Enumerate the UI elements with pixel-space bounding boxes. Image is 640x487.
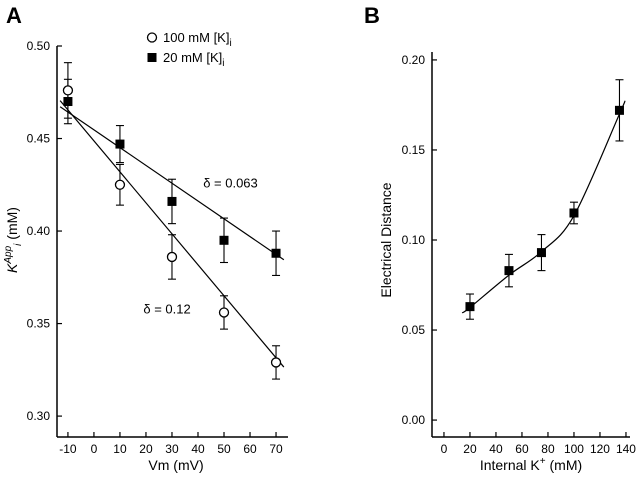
y-tick-label: 0.10	[402, 233, 426, 247]
legend-marker-open-circle	[146, 32, 158, 43]
x-axis-label: Internal K+ (mM)	[480, 456, 582, 473]
data-point-open-circle	[166, 251, 178, 263]
x-tick-label: 0	[91, 442, 98, 456]
x-tick-label: 80	[541, 442, 555, 456]
data-point-open-circle	[114, 179, 126, 190]
y-tick-label: 0.40	[27, 224, 51, 238]
legend-marker-filled-square	[147, 53, 157, 62]
data-point-filled-square	[504, 266, 514, 276]
x-tick-label: 40	[489, 442, 503, 456]
fit-curve	[461, 100, 626, 314]
data-point-filled-square	[569, 208, 579, 218]
fit-line	[59, 100, 285, 368]
x-tick-label: 30	[165, 442, 179, 456]
y-axis-label: KAppi (mM)	[3, 207, 24, 273]
x-tick-label: 0	[441, 442, 448, 456]
y-tick-label: 0.15	[402, 143, 426, 157]
data-point-filled-square	[115, 139, 125, 149]
legend-label: 100 mM [K]i	[163, 30, 232, 49]
data-point-filled-square	[63, 97, 73, 107]
x-axis-label: Vm (mV)	[148, 457, 203, 473]
data-point-filled-square	[465, 302, 475, 312]
data-point-filled-square	[536, 248, 546, 258]
y-tick-label: 0.50	[27, 39, 51, 53]
data-point-filled-square	[614, 105, 624, 115]
x-tick-label: 60	[243, 442, 257, 456]
legend-label: 20 mM [K]i	[163, 50, 224, 69]
x-tick-label: 70	[269, 442, 283, 456]
y-axis-label: Electrical Distance	[378, 182, 394, 297]
x-tick-label: 40	[191, 442, 205, 456]
y-tick-label: 0.20	[402, 53, 426, 67]
x-tick-label: 100	[564, 442, 584, 456]
data-point-filled-square	[219, 235, 229, 245]
panel-A: -10 0 10 20 30 40 50 60 70 0.30 0.35 0.40 0.45 0.50 Vm…	[3, 30, 288, 473]
delta-annotation: δ = 0.063	[203, 176, 258, 191]
y-tick-label: 0.00	[402, 413, 426, 427]
data-point-filled-square	[167, 196, 177, 206]
data-point-open-circle	[62, 85, 74, 96]
x-tick-label: 60	[515, 442, 529, 456]
y-tick-label: 0.45	[27, 132, 51, 146]
panel-a-label: A	[6, 3, 22, 28]
x-tick-label: 120	[590, 442, 610, 456]
panel-B: 0 20 40 60 80 100 120 140 0.00 0.05 0.10 0.15 0.20 In…	[378, 52, 636, 473]
data-point-open-circle	[218, 307, 230, 318]
y-tick-label: 0.05	[402, 323, 426, 337]
x-tick-label: 140	[616, 442, 636, 456]
panel-b-label: B	[364, 3, 380, 28]
data-point-open-circle	[270, 357, 282, 368]
x-tick-label: 50	[217, 442, 231, 456]
x-tick-label: -10	[59, 442, 77, 456]
x-tick-label: 10	[113, 442, 127, 456]
y-tick-label: 0.30	[27, 409, 51, 423]
x-tick-label: 20	[139, 442, 153, 456]
y-tick-label: 0.35	[27, 317, 51, 331]
data-point-filled-square	[271, 248, 281, 258]
delta-annotation: δ = 0.12	[143, 301, 190, 316]
x-tick-label: 20	[463, 442, 477, 456]
